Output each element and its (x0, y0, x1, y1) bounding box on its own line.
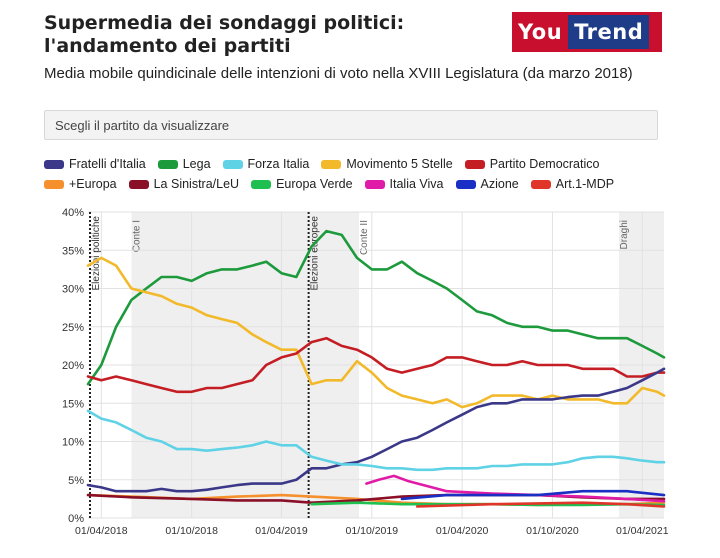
legend-label: Art.1-MDP (555, 177, 615, 191)
x-tick-label: 01/04/2018 (75, 525, 128, 537)
legend-label: Azione (480, 177, 519, 191)
legend-item[interactable]: Partito Democratico (464, 157, 600, 171)
y-tick-label: 0% (68, 513, 84, 525)
government-label: Conte II (359, 220, 370, 255)
legend-swatch (455, 179, 476, 189)
y-tick-label: 5% (68, 475, 84, 487)
series-line (86, 493, 666, 507)
chart-title: Supermedia dei sondaggi politici: l'anda… (44, 12, 405, 57)
series-line (86, 229, 666, 386)
legend-label: Europa Verde (276, 177, 353, 191)
legend-item[interactable]: Fratelli d'Italia (44, 157, 146, 171)
series-line (86, 493, 666, 505)
legend-swatch (364, 179, 385, 189)
legend-label: Partito Democratico (489, 157, 600, 171)
y-tick-label: 20% (62, 360, 84, 372)
legend-swatch (222, 159, 243, 169)
y-tick-label: 10% (62, 437, 84, 449)
legend: Fratelli d'Italia Lega Forza Italia Movimen… (44, 154, 684, 194)
y-tick-label: 30% (62, 284, 84, 296)
x-tick-label: 01/04/2021 (616, 525, 669, 537)
series-line (86, 409, 666, 472)
government-label: Conte I (131, 220, 142, 252)
x-tick-label: 01/04/2020 (436, 525, 489, 537)
x-tick-label: 01/10/2018 (165, 525, 218, 537)
legend-swatch (464, 159, 485, 169)
legend-swatch (157, 159, 178, 169)
y-tick-label: 15% (62, 398, 84, 410)
logo-you: You (518, 20, 563, 44)
government-band (131, 212, 359, 518)
legend-label: Italia Viva (389, 177, 444, 191)
legend-item[interactable]: Lega (157, 157, 211, 171)
x-tick-label: 01/10/2019 (346, 525, 399, 537)
series-line (86, 256, 666, 409)
legend-label: Fratelli d'Italia (69, 157, 146, 171)
legend-row-1: Fratelli d'Italia Lega Forza Italia Movimen… (44, 154, 684, 174)
legend-label: Forza Italia (247, 157, 310, 171)
legend-swatch (251, 179, 272, 189)
legend-swatch (128, 179, 149, 189)
legend-swatch (44, 179, 64, 189)
series-line (86, 336, 666, 394)
party-select[interactable]: Scegli il partito da visualizzare (44, 110, 658, 140)
series-line (310, 501, 666, 507)
legend-item[interactable]: Europa Verde (251, 177, 353, 191)
legend-item[interactable]: Azione (455, 177, 519, 191)
legend-swatch (321, 159, 342, 169)
legend-row-2: +Europa La Sinistra/LeU Europa Verde Italia… (44, 174, 684, 194)
legend-item[interactable]: Art.1-MDP (530, 177, 615, 191)
series-line (415, 501, 666, 508)
event-label: Elezioni europee (310, 216, 321, 291)
y-tick-label: 25% (62, 322, 84, 334)
legend-item[interactable]: La Sinistra/LeU (128, 177, 240, 191)
youtrend-logo: You Trend (512, 12, 662, 52)
y-tick-label: 35% (62, 245, 84, 257)
series-line (365, 474, 666, 503)
legend-label: La Sinistra/LeU (153, 177, 240, 191)
government-label: Draghi (619, 220, 630, 249)
legend-label: Movimento 5 Stelle (346, 157, 453, 171)
event-label: Elezioni politiche (91, 216, 102, 291)
government-band (358, 212, 620, 518)
legend-item[interactable]: Movimento 5 Stelle (321, 157, 453, 171)
x-tick-label: 01/04/2019 (255, 525, 308, 537)
legend-swatch (530, 179, 551, 189)
legend-label: Lega (182, 157, 211, 171)
legend-item[interactable]: +Europa (44, 177, 117, 191)
legend-item[interactable]: Italia Viva (364, 177, 444, 191)
y-tick-label: 40% (62, 207, 84, 219)
logo-trend: Trend (568, 15, 650, 49)
legend-label: +Europa (69, 177, 117, 191)
series-line (400, 489, 666, 501)
government-band (619, 212, 664, 518)
legend-swatch (44, 159, 64, 169)
series-line (86, 367, 666, 493)
chart-subtitle: Media mobile quindicinale delle intenzio… (44, 65, 633, 82)
legend-item[interactable]: Forza Italia (222, 157, 310, 171)
x-tick-label: 01/10/2020 (526, 525, 579, 537)
